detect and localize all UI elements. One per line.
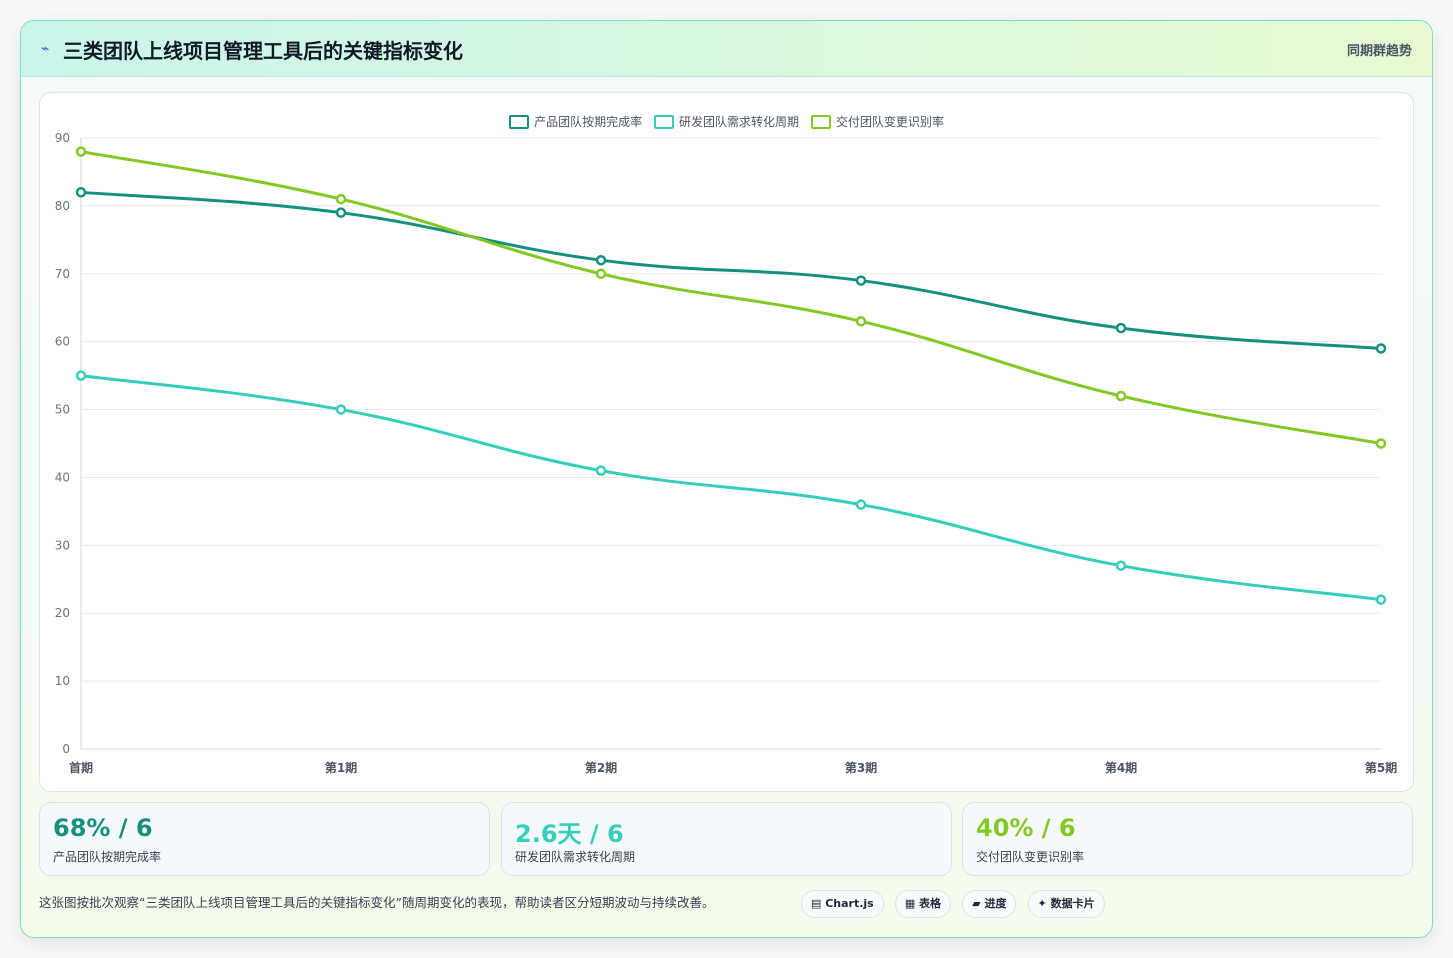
x-tick-label: 首期 (69, 760, 93, 775)
series-line-2 (80, 150, 1382, 445)
series-line-0 (80, 190, 1382, 350)
data-point (335, 207, 347, 218)
data-point (855, 275, 867, 286)
stat-label-2: 交付团队变更识别率 (976, 850, 1085, 864)
y-tick-label: 60 (55, 335, 70, 349)
x-tick-label: 第1期 (325, 760, 357, 775)
stat-label-0: 产品团队按期完成率 (53, 850, 162, 864)
legend-swatch-0 (509, 114, 530, 129)
legend-item-series-1[interactable]: 研发团队需求转化周期 (653, 113, 799, 130)
data-point (75, 370, 87, 381)
series-line-1 (80, 374, 1382, 602)
stat-card-product: 68% / 6 产品团队按期完成率 (39, 802, 490, 876)
y-tick-label: 0 (62, 742, 70, 756)
legend-label-2: 交付团队变更识别率 (835, 115, 944, 129)
data-point (1115, 390, 1127, 402)
x-tick-label: 第2期 (585, 760, 617, 775)
y-tick-label: 30 (55, 538, 70, 552)
tag-data-card[interactable]: ✦ 数据卡片 (1027, 890, 1105, 918)
data-point (595, 268, 607, 280)
stat-card-rnd: 2.6天 / 6 研发团队需求转化周期 (501, 802, 952, 876)
stat-card-delivery: 40% / 6 交付团队变更识别率 (962, 802, 1413, 876)
y-tick-label: 20 (55, 606, 70, 620)
data-point (335, 404, 347, 415)
data-point (595, 254, 607, 266)
y-tick-label: 50 (55, 403, 70, 417)
x-tick-label: 第3期 (845, 760, 877, 775)
tag-progress[interactable]: ▰ 进度 (962, 890, 1017, 918)
y-tick-label: 70 (55, 267, 70, 281)
legend-swatch-2 (810, 114, 831, 129)
chart-card: ⌁ 三类团队上线项目管理工具后的关键指标变化 同期群趋势 产品团队按期完成率 研… (20, 20, 1433, 938)
x-tick-label: 第5期 (1365, 760, 1397, 775)
y-tick-label: 40 (55, 470, 70, 484)
y-tick-label: 80 (55, 199, 70, 213)
data-point (1375, 438, 1387, 449)
stat-value-1: 2.6天 / 6 (515, 820, 624, 848)
tag-table[interactable]: ▦ 表格 (894, 890, 952, 918)
chart-legend: 产品团队按期完成率 研发团队需求转化周期 交付团队变更识别率 (40, 113, 1413, 130)
page-title: 三类团队上线项目管理工具后的关键指标变化 (63, 39, 463, 63)
line-chart: 0 10 20 30 40 50 60 70 80 90 首期 第1期 第2期 第3期 第4期 第5期 (55, 131, 1397, 775)
legend-item-series-2[interactable]: 交付团队变更识别率 (810, 113, 944, 130)
stat-value-2: 40% / 6 (976, 814, 1076, 842)
data-point (595, 465, 607, 476)
y-tick-label: 90 (55, 131, 70, 145)
lightning-icon: ⌁ (41, 41, 50, 57)
legend-item-series-0[interactable]: 产品团队按期完成率 (509, 113, 642, 130)
chart-footnote: 这张图按批次观察“三类团队上线项目管理工具后的关键指标变化”随周期变化的表现，帮… (39, 895, 715, 910)
tag-list: ▤ Chart.js ▦ 表格 ▰ 进度 ✦ 数据卡片 (801, 890, 1111, 918)
tag-chartjs[interactable]: ▤ Chart.js (801, 890, 884, 918)
card-header: ⌁ 三类团队上线项目管理工具后的关键指标变化 同期群趋势 (21, 21, 1432, 77)
data-point (1375, 343, 1387, 354)
legend-label-1: 研发团队需求转化周期 (678, 115, 799, 129)
data-point (75, 146, 87, 157)
data-point (1115, 322, 1127, 334)
y-tick-label: 10 (55, 674, 70, 688)
data-point (75, 187, 87, 198)
stat-value-0: 68% / 6 (53, 814, 153, 842)
chart-panel: 产品团队按期完成率 研发团队需求转化周期 交付团队变更识别率 0 10 20 30 40… (39, 92, 1414, 792)
data-point (855, 316, 867, 327)
data-point (335, 193, 347, 205)
data-point (1375, 594, 1387, 605)
legend-label-0: 产品团队按期完成率 (534, 115, 643, 129)
data-point (855, 499, 867, 510)
stat-label-1: 研发团队需求转化周期 (515, 850, 636, 864)
x-tick-label: 第4期 (1105, 760, 1137, 775)
data-point (1115, 560, 1127, 571)
cohort-trend-label: 同期群趋势 (1346, 44, 1412, 59)
legend-swatch-1 (653, 114, 674, 129)
